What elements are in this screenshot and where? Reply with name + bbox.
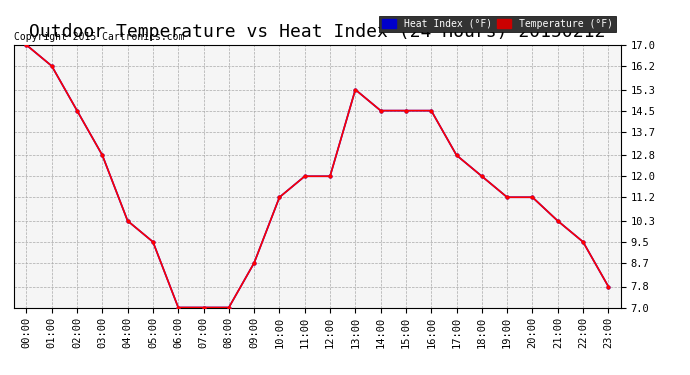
- Text: Copyright 2015 Cartronics.com: Copyright 2015 Cartronics.com: [14, 32, 184, 42]
- Legend: Heat Index (°F), Temperature (°F): Heat Index (°F), Temperature (°F): [379, 16, 616, 32]
- Title: Outdoor Temperature vs Heat Index (24 Hours) 20150212: Outdoor Temperature vs Heat Index (24 Ho…: [29, 22, 606, 40]
